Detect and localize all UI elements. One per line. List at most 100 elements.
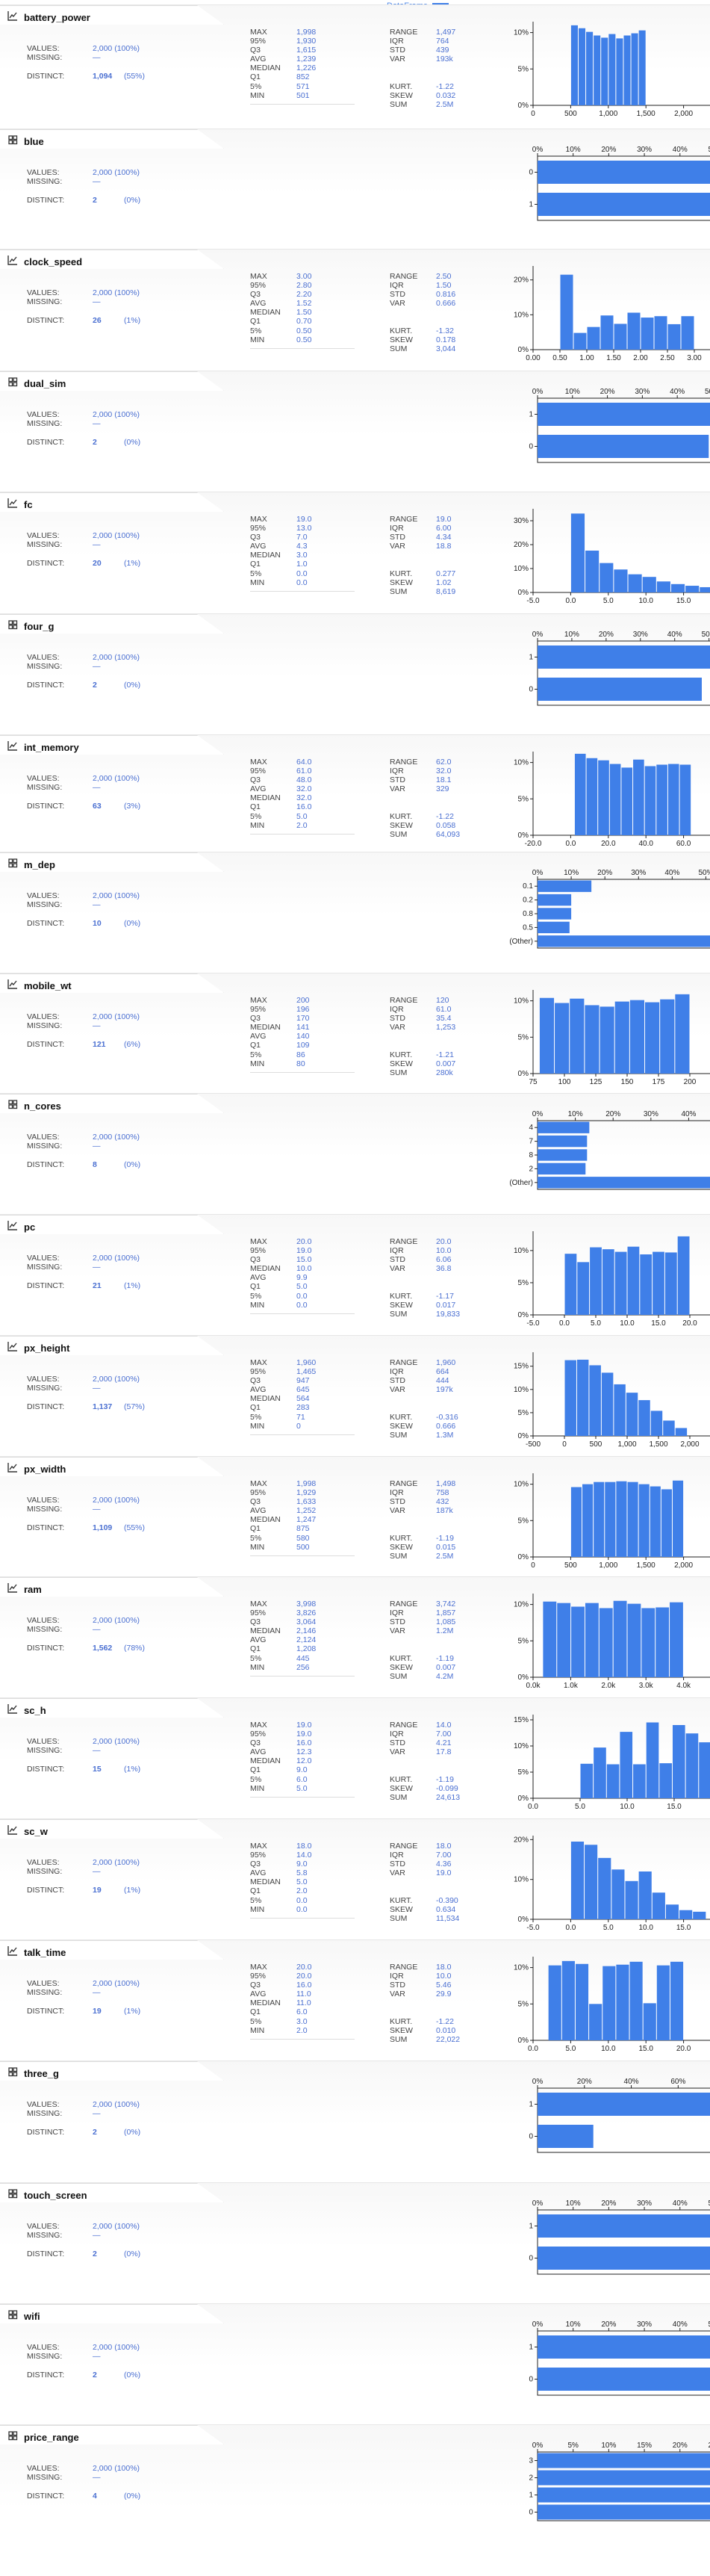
feature-tab[interactable]: int_memory — [0, 735, 224, 755]
q3-row: Q3 170 — [250, 1014, 362, 1023]
missing-value: — — [93, 1625, 101, 1635]
q1-row: Q1 1.0 — [250, 560, 362, 569]
skew-value: -0.099 — [436, 1783, 458, 1793]
missing-value: — — [93, 1867, 101, 1877]
feature-tab[interactable]: sc_h — [0, 1698, 224, 1718]
histogram-bar — [594, 1747, 606, 1798]
values-value: 2,000 (100%) — [93, 1012, 140, 1021]
feature-tab[interactable]: sc_w — [0, 1819, 224, 1839]
feature-tab[interactable]: touch_screen — [0, 2183, 224, 2202]
feature-tab[interactable]: px_height — [0, 1336, 224, 1355]
histogram-bar — [580, 1763, 594, 1798]
skew-row: SKEW 0.015 — [390, 1543, 502, 1552]
max-value: 1,998 — [296, 1479, 317, 1488]
feature-tab[interactable]: wifi — [0, 2304, 224, 2323]
moment-stats: RANGE 1,498 IQR 758 STD 432 VAR 187k KURT. -1.19 S… — [390, 1479, 502, 1561]
y-tick-label: 5% — [518, 795, 529, 803]
histogram-bar — [599, 1608, 613, 1677]
p5-value: 0.0 — [296, 1291, 308, 1301]
feature-tab[interactable]: pc — [0, 1215, 224, 1234]
q3-value: 2.20 — [296, 290, 312, 300]
kurt-value: -1.32 — [436, 326, 454, 335]
x-tick-label: 3.00 — [687, 354, 702, 362]
sum-value: 24,613 — [436, 1792, 461, 1802]
category-bar — [538, 1162, 586, 1175]
moment-stats: RANGE 1,960 IQR 664 STD 444 VAR 197k KURT. -0.316… — [390, 1358, 502, 1440]
max-label: MAX — [250, 758, 267, 767]
category-label: 1 — [529, 411, 533, 419]
p5-row: 5% 0.0 — [250, 1292, 362, 1301]
null-row — [390, 1756, 502, 1765]
category-bar — [538, 435, 709, 458]
values-value: 2,000 (100%) — [93, 410, 140, 419]
feature-tab[interactable]: dual_sim — [0, 371, 224, 391]
feature-tab[interactable]: px_width — [0, 1457, 224, 1476]
distinct-value: 2 — [93, 2250, 97, 2259]
max-row: MAX 1,998 — [250, 28, 362, 37]
feature-tab[interactable]: ram — [0, 1577, 224, 1597]
quantile-divider — [250, 1797, 355, 1798]
feature-name: ram — [24, 1584, 42, 1595]
feature-tab[interactable]: clock_speed — [0, 250, 224, 269]
feature-tab[interactable]: mobile_wt — [0, 973, 224, 993]
feature-tab[interactable]: price_range — [0, 2425, 224, 2445]
p5-value: 580 — [296, 1533, 310, 1543]
x-tick-label: 10% — [601, 2442, 616, 2450]
q3-row: Q3 2.20 — [250, 290, 362, 299]
distinct-percent: (55%) — [124, 72, 146, 81]
null-row — [390, 1886, 502, 1895]
distinct-label: DISTINCT: — [27, 802, 65, 811]
summary-stats: VALUES: 2,000 (100%) MISSING: — DISTINCT: 2 (0… — [27, 653, 176, 690]
feature-tab[interactable]: four_g — [0, 614, 224, 634]
iqr-label: IQR — [390, 281, 404, 291]
var-value: 18.8 — [436, 542, 452, 551]
histogram-bar — [681, 316, 694, 350]
median-row: MEDIAN 1,226 — [250, 64, 362, 72]
sum-value: 22,022 — [436, 2034, 461, 2044]
histogram-bar — [578, 28, 586, 106]
histogram-bar — [633, 1764, 646, 1798]
quantile-divider — [250, 1555, 355, 1556]
min-label: MIN — [250, 1421, 265, 1431]
x-tick-label: 40% — [673, 2320, 688, 2329]
sum-value: 2.5M — [436, 99, 454, 109]
x-tick-label: 0% — [532, 631, 544, 639]
p5-label: 5% — [250, 1653, 262, 1663]
missing-label: MISSING: — [27, 2231, 63, 2241]
q3-row: Q3 1,615 — [250, 46, 362, 55]
missing-value: — — [93, 2109, 101, 2119]
feature-tab[interactable]: talk_time — [0, 1940, 224, 1960]
avg-row: AVG 4.3 — [250, 542, 362, 551]
min-label: MIN — [250, 578, 265, 587]
feature-tab[interactable]: fc — [0, 492, 224, 512]
distinct-percent: (1%) — [124, 559, 141, 569]
distinct-label: DISTINCT: — [27, 1160, 65, 1170]
q3-label: Q3 — [250, 1376, 261, 1386]
feature-tab[interactable]: n_cores — [0, 1094, 224, 1113]
feature-tab[interactable]: blue — [0, 129, 224, 149]
summary-stats: VALUES: 2,000 (100%) MISSING: — DISTINCT: 26 (… — [27, 288, 176, 326]
values-label: VALUES: — [27, 653, 60, 662]
feature-tab[interactable]: three_g — [0, 2061, 224, 2081]
var-label: VAR — [390, 55, 405, 64]
sum-value: 64,093 — [436, 829, 461, 839]
missing-label: MISSING: — [27, 1263, 63, 1272]
histogram-bar — [539, 997, 555, 1074]
histogram-bar — [609, 764, 621, 835]
category-bar — [538, 161, 710, 184]
null-row — [390, 1403, 502, 1412]
feature-wifi: wifi VALUES: 2,000 (100%) MISSING: — DISTINCT… — [0, 2303, 710, 2420]
kurt-label: KURT. — [390, 1291, 413, 1301]
range-row: RANGE 1,960 — [390, 1358, 502, 1367]
summary-stats: VALUES: 2,000 (100%) MISSING: — DISTINCT: 20 (… — [27, 531, 176, 569]
x-tick-label: 0.0 — [565, 1924, 576, 1932]
feature-tab[interactable]: m_dep — [0, 852, 224, 872]
feature-sc_h: sc_h VALUES: 2,000 (100%) MISSING: — DISTINCT… — [0, 1697, 710, 1814]
feature-tab[interactable]: battery_power — [0, 5, 224, 25]
q3-row: Q3 3,064 — [250, 1617, 362, 1626]
x-tick-label: 30% — [637, 2199, 652, 2208]
range-value: 14.0 — [436, 1721, 452, 1730]
numeric-chart-icon — [7, 979, 17, 989]
max-row: MAX 19.0 — [250, 1721, 362, 1730]
